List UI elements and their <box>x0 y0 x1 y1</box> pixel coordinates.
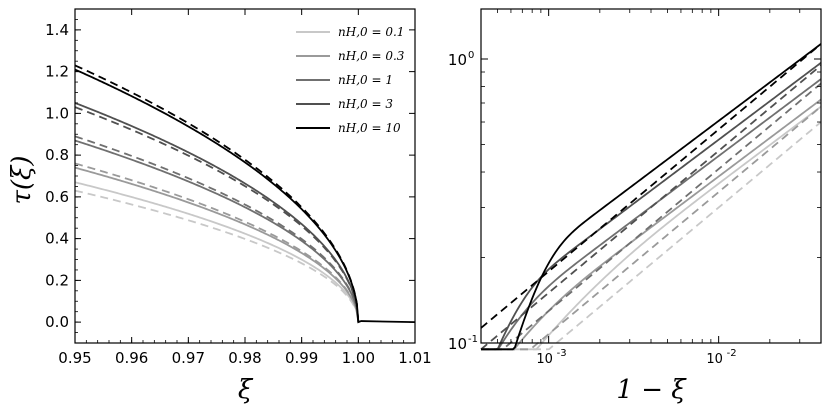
right-solid-line-1 <box>481 98 822 351</box>
right-ticks <box>480 9 822 344</box>
left-x-tick-label: 0.99 <box>285 349 318 367</box>
legend: nH,0 = 0.1 nH,0 = 0.3 nH,0 = 1 nH,0 = 3 nH,0… <box>296 25 405 135</box>
right-solid-line-4 <box>481 43 822 351</box>
left-x-tick-label: 0.98 <box>228 349 261 367</box>
left-curves <box>74 64 416 324</box>
left-solid-line-2 <box>74 139 360 323</box>
right-y-tick-exponent: 0 <box>468 50 474 61</box>
right-y-tick-label: 10 <box>448 335 467 353</box>
right-solid-line-3 <box>481 62 822 351</box>
left-dashed-line-0 <box>74 189 360 323</box>
left-solid-line-3 <box>74 102 360 323</box>
right-x-tick-exponent: -2 <box>727 348 737 359</box>
right-dashed-line-4 <box>480 43 822 329</box>
left-x-tick-label: 0.97 <box>172 349 205 367</box>
left-dashed-line-3 <box>74 106 360 323</box>
left-y-tick-label: 1.0 <box>45 104 69 122</box>
legend-label-0: nH,0 = 0.1 <box>338 25 404 39</box>
left-x-tick-label: 0.95 <box>58 349 91 367</box>
right-dashed-line-2 <box>481 82 822 351</box>
right-x-tick-label: 10 <box>536 352 553 367</box>
right-x-axis-label: 1 − ξ <box>616 375 687 405</box>
left-dashed-line-1 <box>74 162 360 323</box>
left-dashed-line-2 <box>74 135 360 323</box>
right-y-tick-label: 10 <box>448 51 467 69</box>
right-y-tick-exponent: -1 <box>468 334 478 345</box>
left-y-tick-label: 0.4 <box>45 230 69 248</box>
left-dashed-line-4 <box>74 64 360 323</box>
left-x-axis-label: ξ <box>238 375 254 405</box>
left-y-tick-labels: 0.0 0.2 0.4 0.6 0.8 1.0 1.2 1.4 <box>45 21 69 331</box>
left-y-tick-label: 0.0 <box>45 313 69 331</box>
right-solid-line-2 <box>481 78 822 351</box>
legend-label-1: nH,0 = 0.3 <box>338 49 405 63</box>
right-x-tick-exponent: -3 <box>557 348 567 359</box>
legend-label-2: nH,0 = 1 <box>338 73 393 87</box>
left-x-tick-label: 1.00 <box>342 349 375 367</box>
right-solid-line-0 <box>481 105 822 351</box>
right-dashed-line-0 <box>481 121 822 351</box>
left-x-tick-labels: 0.95 0.96 0.97 0.98 0.99 1.00 1.01 <box>58 349 431 367</box>
right-frame <box>480 8 822 344</box>
right-curves <box>480 43 822 351</box>
left-y-tick-label: 0.6 <box>45 188 69 206</box>
left-x-tick-label: 1.01 <box>398 349 431 367</box>
right-x-tick-label: 10 <box>706 352 723 367</box>
legend-label-3: nH,0 = 3 <box>338 97 393 111</box>
left-y-tick-label: 0.8 <box>45 146 69 164</box>
left-solid-line-0 <box>74 181 360 323</box>
right-x-tick-labels: 10 -3 10 -2 <box>536 348 736 367</box>
legend-label-4: nH,0 = 10 <box>338 121 401 135</box>
left-panel: 0.95 0.96 0.97 0.98 0.99 1.00 1.01 0.00.20.40.… <box>7 8 432 405</box>
right-dashed-line-3 <box>480 64 822 351</box>
left-y-tick-label: 1.4 <box>45 21 69 39</box>
left-y-tick-label: 1.2 <box>45 63 69 81</box>
left-y-axis-label: τ(ξ) <box>7 156 37 205</box>
left-y-tick-label: 0.2 <box>45 271 69 289</box>
left-solid-line-4 <box>74 68 416 324</box>
left-ticks <box>74 9 416 344</box>
left-x-tick-label: 0.96 <box>115 349 148 367</box>
left-solid-line-1 <box>74 166 360 323</box>
